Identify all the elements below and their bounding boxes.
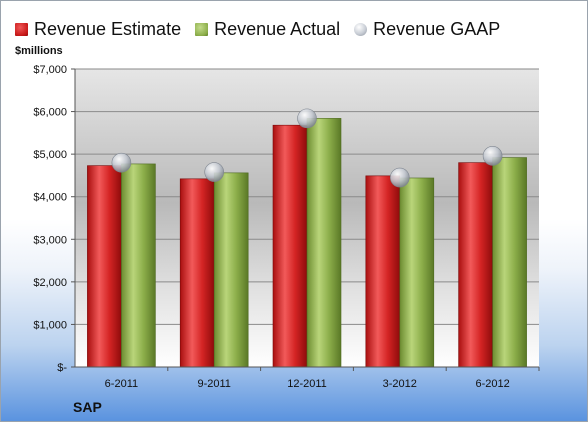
legend-label-estimate: Revenue Estimate (34, 19, 182, 39)
x-axis-ticks: 6-2011 9-2011 12-2011 3-2012 6-2012 (105, 367, 540, 390)
chart-legend: Revenue Estimate Revenue Actual Revenue … (15, 19, 514, 40)
legend-swatch-red (15, 23, 28, 36)
company-label: SAP (73, 399, 102, 415)
y-tick-label: $3,000 (33, 234, 67, 246)
marker-revenue-gaap (389, 167, 410, 188)
bar-revenue-estimate (365, 175, 401, 368)
x-tick-label: 6-2011 (105, 378, 138, 390)
x-tick-label: 9-2011 (197, 378, 230, 390)
y-tick-label: $4,000 (33, 192, 67, 204)
x-tick-label: 3-2012 (383, 378, 417, 390)
marker-revenue-gaap (111, 152, 132, 173)
legend-item-revenue-gaap: Revenue GAAP (354, 19, 500, 40)
y-tick-label: $6,000 (33, 107, 67, 119)
y-tick-label: $2,000 (33, 277, 67, 289)
x-tick-label: 12-2011 (287, 378, 327, 390)
y-tick-label: $- (57, 362, 67, 374)
bar-revenue-actual (121, 163, 156, 368)
marker-revenue-gaap (482, 146, 503, 166)
legend-marker-dot (354, 23, 368, 36)
y-axis-ticks: $- $1,000 $2,000 $3,000 $4,000 $5,000 $6,000 $7… (33, 64, 75, 374)
bar-revenue-actual (492, 157, 527, 368)
x-tick-label: 6-2012 (475, 378, 509, 390)
bars (87, 118, 527, 368)
legend-item-revenue-estimate: Revenue Estimate (15, 19, 181, 40)
bar-revenue-estimate (87, 165, 122, 368)
marker-revenue-gaap (297, 108, 317, 129)
legend-label-gaap: Revenue GAAP (373, 19, 501, 39)
bar-revenue-actual (399, 177, 435, 368)
bar-revenue-estimate (458, 162, 493, 368)
legend-item-revenue-actual: Revenue Actual (195, 19, 340, 40)
legend-swatch-green (195, 23, 209, 36)
y-tick-label: $1,000 (33, 319, 67, 331)
legend-label-actual: Revenue Actual (214, 19, 341, 39)
y-axis-unit-label: $millions (15, 45, 63, 57)
bar-revenue-estimate (272, 124, 308, 368)
marker-revenue-gaap (204, 162, 224, 182)
y-tick-label: $5,000 (33, 149, 67, 161)
y-tick-label: $7,000 (33, 64, 67, 76)
bar-revenue-actual (213, 172, 249, 368)
gaap-markers (111, 108, 503, 188)
bar-revenue-estimate (179, 178, 215, 368)
bar-revenue-actual (306, 118, 342, 368)
